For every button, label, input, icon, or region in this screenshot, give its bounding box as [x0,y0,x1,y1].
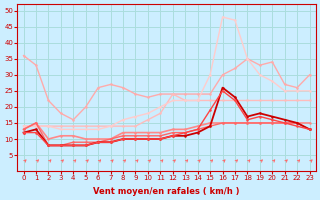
X-axis label: Vent moyen/en rafales ( km/h ): Vent moyen/en rafales ( km/h ) [93,187,240,196]
